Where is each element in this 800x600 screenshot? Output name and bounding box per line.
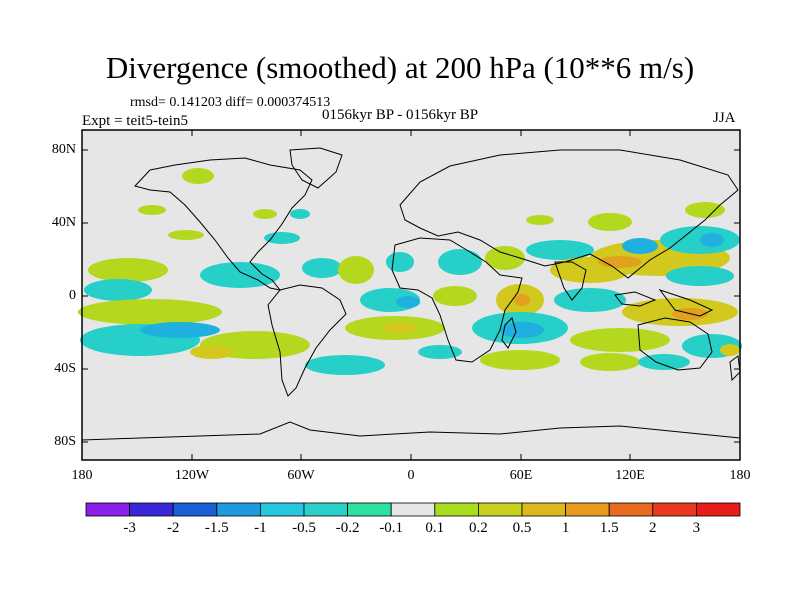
colorbar-label: 1.5: [599, 520, 619, 536]
field-patch: [666, 266, 734, 286]
colorbar-swatch: [347, 502, 392, 517]
coastlines: [81, 147, 741, 441]
field-patch: [182, 168, 214, 184]
experiment-label: Expt = teit5-tein5: [82, 113, 188, 129]
greenland-coast: [289, 147, 343, 189]
australia-coast: [637, 317, 713, 371]
colorbar-swatch: [303, 502, 348, 517]
colorbar-label: -1: [254, 520, 267, 536]
lat-label: 80N: [51, 142, 76, 157]
colorbar-swatch: [390, 502, 436, 517]
field-patch: [433, 286, 477, 306]
eurasia-coast: [399, 149, 739, 279]
axis-ticks: [82, 130, 740, 460]
colorbar-swatch: [652, 502, 697, 517]
field-patch: [302, 258, 342, 278]
lon-label: 120E: [615, 468, 645, 483]
field-patch: [168, 230, 204, 240]
colorbar-label: 1: [561, 520, 570, 536]
colorbar-label: -1.5: [204, 520, 229, 536]
field-patch: [338, 256, 374, 284]
period-label: 0156kyr BP - 0156kyr BP: [322, 107, 479, 123]
lon-label: 60W: [287, 468, 315, 483]
field-patch: [685, 202, 725, 218]
colorbar: [85, 502, 741, 517]
field-patch: [720, 344, 740, 356]
colorbar-swatch: [696, 502, 741, 517]
lon-label: 180: [71, 468, 93, 483]
lon-label: 180: [729, 468, 751, 483]
lat-label: 40N: [51, 215, 76, 230]
field-patch: [588, 213, 632, 231]
colorbar-swatch: [216, 502, 261, 517]
colorbar-label: 3: [692, 520, 701, 536]
colorbar-swatch: [608, 502, 654, 517]
lat-label: 0: [69, 288, 76, 303]
field-patch: [580, 353, 640, 371]
field-patch: [290, 209, 310, 219]
field-patch: [190, 345, 234, 359]
field-patch: [418, 345, 462, 359]
field-patch: [526, 215, 554, 225]
lon-label: 0: [407, 468, 415, 483]
colorbar-label: -3: [123, 520, 136, 536]
colorbar-label: -0.5: [292, 520, 316, 536]
field-patch: [485, 246, 525, 270]
colorbar-swatch: [434, 502, 479, 517]
colorbar-swatch: [477, 502, 523, 517]
field-patch: [554, 288, 626, 312]
madagascar-coast: [501, 317, 517, 349]
colorbar-swatch: [129, 502, 174, 517]
colorbar-label: 0.5: [512, 520, 532, 536]
field-patch: [78, 299, 222, 325]
divergence-field: [78, 168, 742, 375]
field-patch: [500, 322, 544, 338]
maritime-continent-coast: [614, 289, 714, 317]
chart-title: Divergence (smoothed) at 200 hPa (10**6 …: [105, 50, 695, 85]
field-patch: [305, 355, 385, 375]
field-patch: [480, 350, 560, 370]
colorbar-swatch: [565, 502, 610, 517]
colorbar-label: -0.1: [379, 520, 404, 536]
africa-coast: [391, 237, 523, 363]
colorbar-swatch: [521, 502, 566, 517]
field-patch: [700, 233, 724, 247]
colorbar-label: 2: [649, 520, 657, 536]
south-america-coast: [267, 284, 347, 397]
field-patch: [253, 209, 277, 219]
colorbar-swatch: [259, 502, 305, 517]
lat-label: 40S: [54, 361, 76, 376]
north-america-coast: [134, 157, 313, 291]
field-patch: [526, 240, 594, 260]
antarctica-coast: [81, 421, 741, 441]
stats-line: rmsd= 0.141203 diff= 0.000374513: [130, 95, 331, 110]
lon-label: 120W: [174, 468, 210, 483]
field-patch: [140, 322, 220, 338]
field-patch: [88, 258, 168, 282]
field-patch: [200, 262, 280, 288]
india-coast: [554, 261, 587, 301]
field-patch: [622, 238, 658, 254]
lat-label: 80S: [54, 434, 76, 449]
colorbar-label: -0.2: [335, 520, 360, 536]
lon-label: 60E: [509, 468, 533, 483]
colorbar-swatch: [85, 502, 130, 517]
field-patch: [138, 205, 166, 215]
field-patch: [638, 354, 690, 370]
colorbar-swatch: [172, 502, 218, 517]
field-patch: [514, 294, 530, 306]
field-patch: [386, 252, 414, 272]
field-patch: [264, 232, 300, 244]
field-patch: [598, 256, 642, 268]
colorbar-label: 0.1: [425, 520, 445, 536]
colorbar-label: 0.2: [469, 520, 488, 536]
field-patch: [84, 279, 152, 301]
field-patch: [438, 249, 482, 275]
field-patch: [396, 296, 420, 308]
field-patch: [570, 328, 670, 352]
colorbar-label: -2: [166, 520, 180, 536]
season-label: JJA: [713, 110, 736, 126]
field-patch: [384, 322, 416, 334]
